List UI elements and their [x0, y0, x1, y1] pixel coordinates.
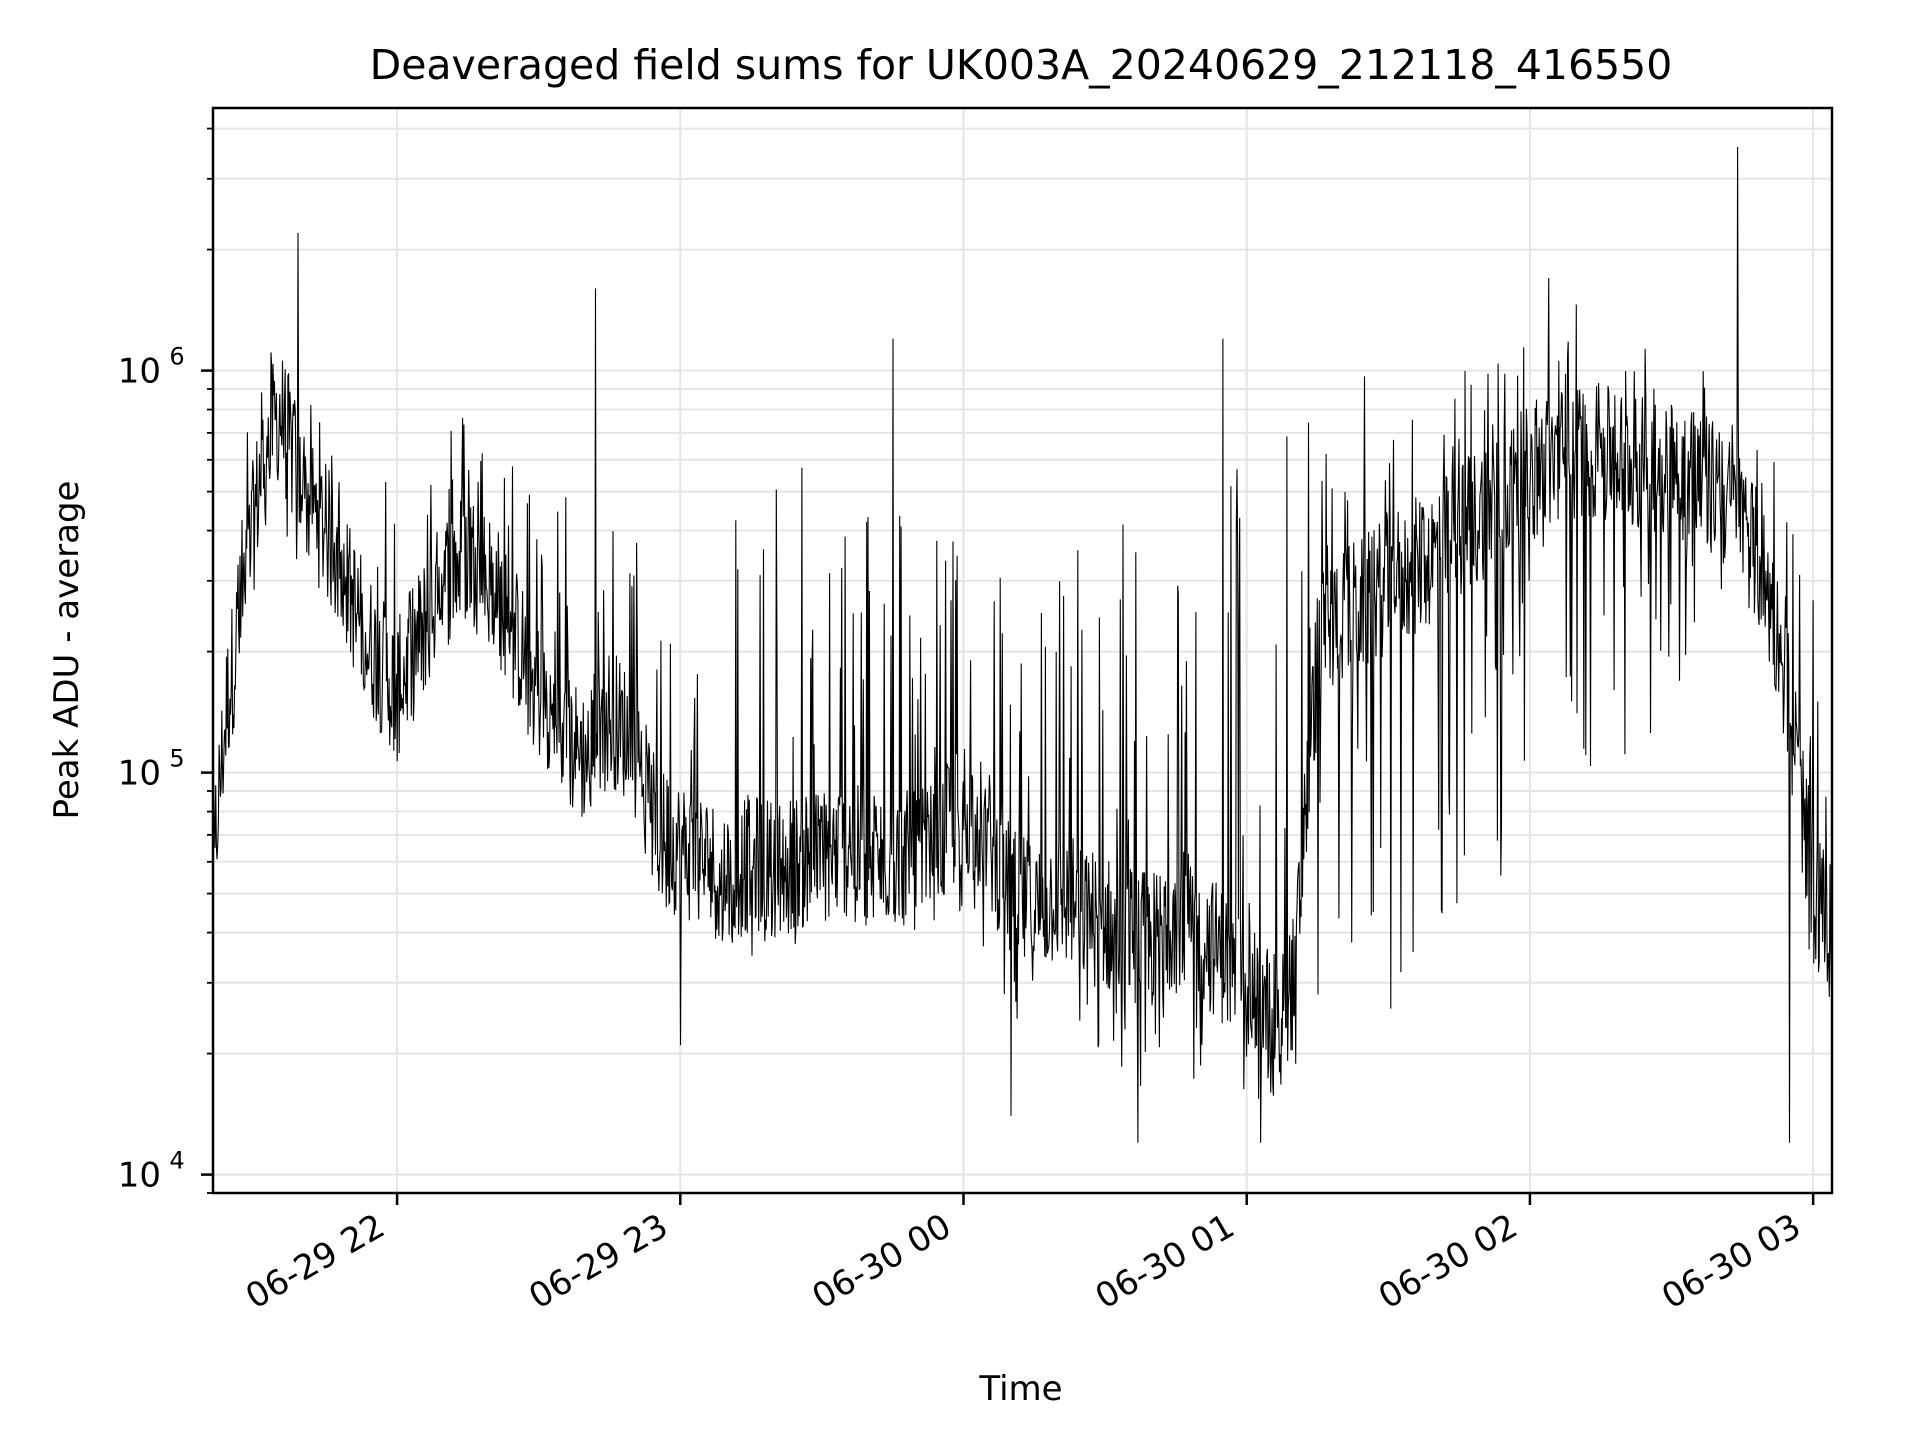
y-tick-base: 10 — [118, 1156, 161, 1196]
y-tick-base: 10 — [118, 754, 161, 794]
y-tick-base: 10 — [118, 352, 161, 392]
y-tick-exponent: 4 — [169, 1147, 184, 1175]
y-tick-exponent: 6 — [169, 343, 184, 371]
y-tick-label: 10 — [118, 352, 161, 392]
y-axis: 10 4 10 5 10 6 — [118, 127, 213, 1196]
y-tick-exponent: 5 — [169, 745, 184, 773]
data-series-line — [212, 146, 1833, 1143]
x-axis-label: Time — [978, 1369, 1062, 1409]
chart-title: Deaveraged field sums for UK003A_2024062… — [370, 41, 1673, 89]
plot-area — [212, 146, 1833, 1143]
y-tick-label: 10 — [118, 754, 161, 794]
y-tick-label: 10 — [118, 1156, 161, 1196]
y-axis-label: Peak ADU - average — [47, 481, 87, 820]
plot-frame — [211, 106, 1834, 1195]
